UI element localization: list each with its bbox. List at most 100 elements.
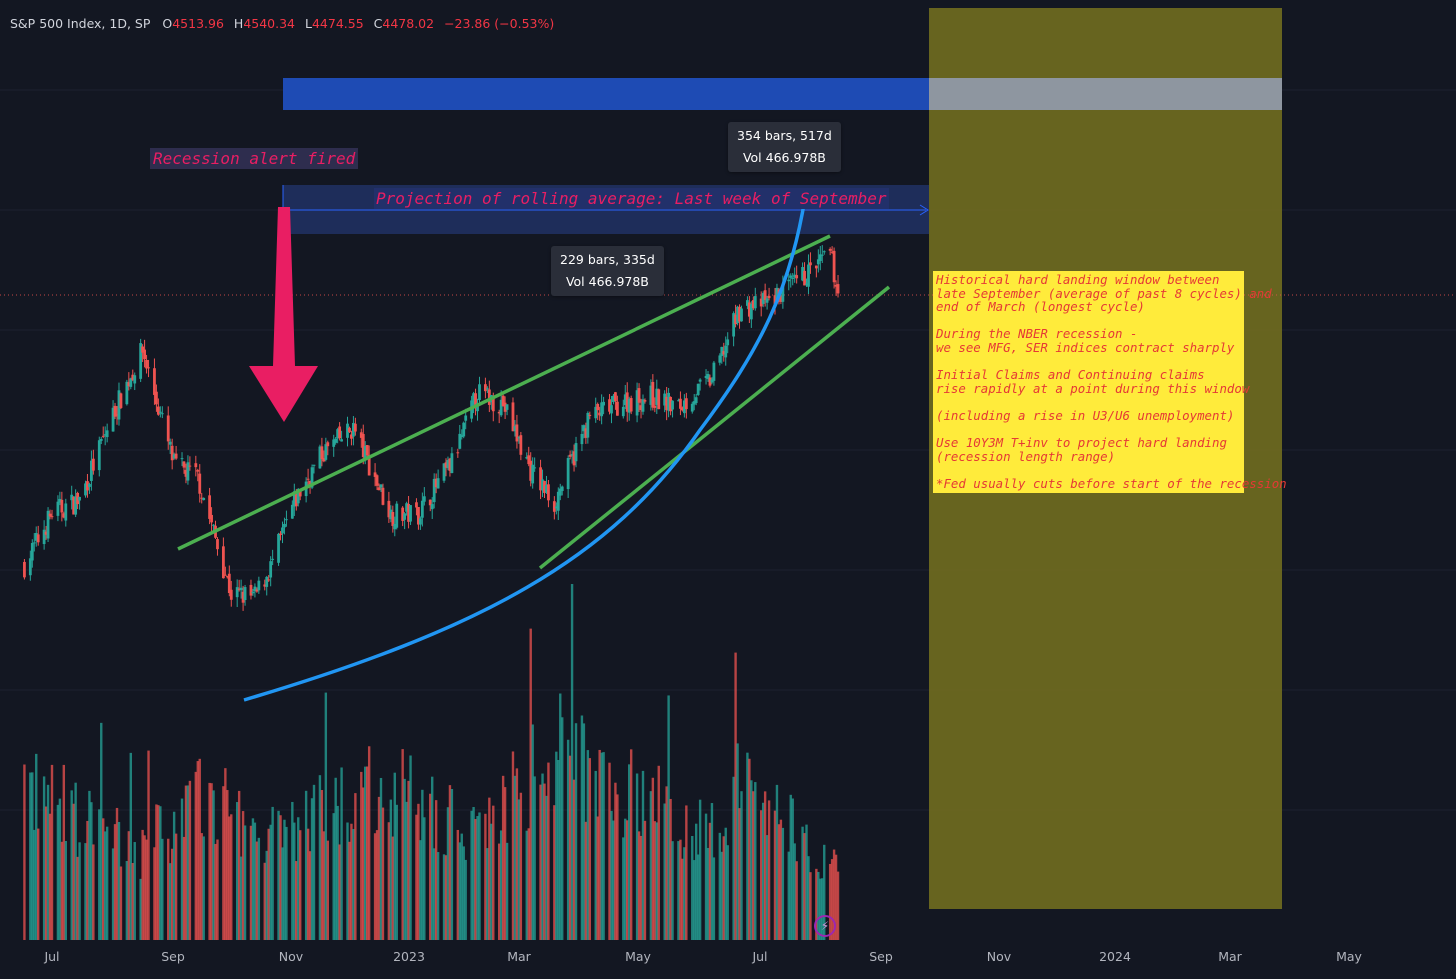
volume-bar (748, 758, 751, 940)
volume-bar (141, 829, 144, 940)
volume-bar (228, 816, 231, 940)
candle-body (119, 393, 123, 408)
volume-bar (458, 842, 461, 940)
volume-bar (401, 749, 404, 940)
volume-bar (281, 847, 284, 940)
candle-body (401, 507, 405, 521)
volume-bar (629, 749, 633, 940)
volume-bar (194, 771, 198, 940)
candle-body (828, 248, 832, 251)
volume-bar (436, 852, 440, 940)
candle-body (227, 573, 231, 593)
candle-body (450, 453, 454, 474)
high-label: H (233, 16, 244, 31)
volume-bar (754, 782, 757, 940)
close-value: 4478.02 (382, 16, 435, 31)
candle-body (740, 308, 743, 322)
volume-bar (740, 791, 743, 940)
volume-bar (214, 843, 217, 940)
candle-body (375, 475, 379, 486)
candle-body (180, 458, 184, 460)
volume-bar (33, 829, 36, 940)
volume-bar (35, 753, 38, 940)
candle-body (485, 388, 489, 390)
volume-bar (622, 837, 625, 940)
volume-bar (503, 787, 507, 940)
volume-bar (572, 779, 576, 940)
volume-bar (184, 785, 188, 940)
volume-bar (637, 831, 641, 940)
candle-body (420, 500, 424, 518)
candle-body (348, 427, 351, 433)
candle-body (334, 438, 338, 443)
candle-body (484, 384, 487, 392)
volume-bar (202, 836, 205, 940)
volume-bar (444, 855, 448, 940)
candle-body (156, 406, 160, 415)
volume-bar (543, 783, 546, 940)
volume-bar (393, 772, 396, 940)
volume-bar (74, 782, 77, 940)
projection-arrowhead (919, 204, 929, 216)
x-tick-label: 2023 (393, 949, 425, 964)
volume-bar (706, 847, 710, 940)
x-tick-label: Sep (161, 949, 185, 964)
volume-bar (182, 836, 186, 940)
candle-body (139, 343, 143, 379)
volume-bar (253, 822, 257, 940)
measure-2-bars: 229 bars, 335d (560, 252, 655, 267)
candle-body (679, 398, 682, 409)
candle-body (111, 407, 115, 432)
lightning-icon[interactable]: ⚡ (814, 915, 836, 937)
volume-bar (519, 792, 523, 940)
candle-body (795, 275, 799, 279)
grid (0, 89, 1456, 811)
candle-body (263, 584, 267, 587)
volume-bar (559, 693, 562, 940)
candle-body (381, 487, 385, 505)
volume-bar (671, 841, 674, 940)
candle-body (460, 435, 464, 438)
candle-body (88, 484, 91, 487)
volume-bar (750, 780, 753, 940)
candle-body (194, 463, 198, 468)
volume-bar (332, 813, 335, 940)
volume-bar (86, 820, 89, 940)
volume-bar (198, 758, 201, 940)
volume-bar (98, 809, 101, 940)
candle-body (125, 381, 129, 405)
volume-bar (815, 868, 818, 940)
candle-body (393, 523, 397, 530)
recession-alert-label[interactable]: Recession alert fired (150, 148, 359, 169)
volume-bar (210, 783, 213, 940)
note-line: late September (average of past 8 cycles… (936, 285, 1272, 301)
note-line: we see MFG, SER indices contract sharply (936, 339, 1235, 355)
candle-body (767, 295, 771, 299)
candle-body (415, 502, 418, 508)
volume-bar (685, 805, 688, 940)
projection-label[interactable]: Projection of rolling average: Last week… (374, 188, 889, 209)
candle-body (653, 405, 657, 408)
volume-bar (119, 866, 123, 940)
volume-bar (497, 843, 501, 940)
candle-body (625, 392, 629, 412)
volume-bar (752, 791, 755, 940)
hard-landing-note[interactable]: Historical hard landing window between la… (933, 271, 1287, 493)
volume-bar (111, 848, 115, 940)
candle-body (365, 445, 369, 456)
candle-body (283, 523, 286, 528)
volume-bar (322, 831, 326, 940)
candle-body (50, 516, 54, 518)
candle-body (168, 441, 172, 445)
volume-bar (734, 652, 737, 940)
change-value: −23.86 (−0.53%) (444, 16, 555, 31)
volume-bar (271, 806, 274, 940)
volume-bar (354, 793, 357, 940)
candle-body (277, 533, 280, 563)
candle-body (249, 584, 253, 596)
candle-body (566, 458, 570, 490)
volume-bar (46, 784, 50, 940)
volume-bar (765, 835, 769, 940)
candle-body (320, 446, 324, 460)
